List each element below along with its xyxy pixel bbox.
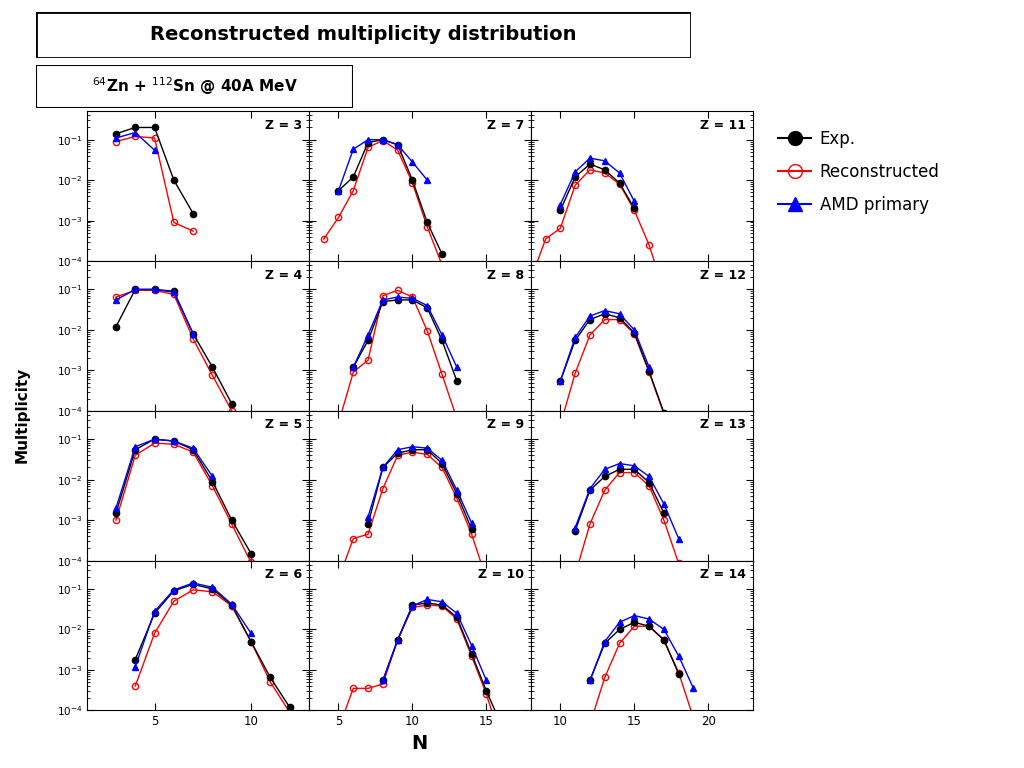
Text: Reconstructed multiplicity distribution: Reconstructed multiplicity distribution: [151, 25, 577, 44]
Text: Z = 3: Z = 3: [265, 119, 302, 132]
Legend: Exp., Reconstructed, AMD primary: Exp., Reconstructed, AMD primary: [771, 124, 946, 221]
Text: Z = 13: Z = 13: [700, 419, 745, 432]
Text: Z = 10: Z = 10: [478, 568, 524, 581]
Text: Z = 8: Z = 8: [487, 269, 524, 282]
Text: Z = 11: Z = 11: [700, 119, 745, 132]
Text: Z = 12: Z = 12: [700, 269, 745, 282]
Text: Z = 6: Z = 6: [265, 568, 302, 581]
Text: Z = 4: Z = 4: [265, 269, 302, 282]
Text: Multiplicity: Multiplicity: [15, 366, 30, 463]
Text: $^{64}$Zn + $^{112}$Sn @ 40A MeV: $^{64}$Zn + $^{112}$Sn @ 40A MeV: [92, 75, 297, 98]
Text: Z = 7: Z = 7: [486, 119, 524, 132]
Text: Z = 9: Z = 9: [487, 419, 524, 432]
Text: Z = 14: Z = 14: [700, 568, 745, 581]
Text: N: N: [412, 733, 428, 753]
Text: Z = 5: Z = 5: [265, 419, 302, 432]
